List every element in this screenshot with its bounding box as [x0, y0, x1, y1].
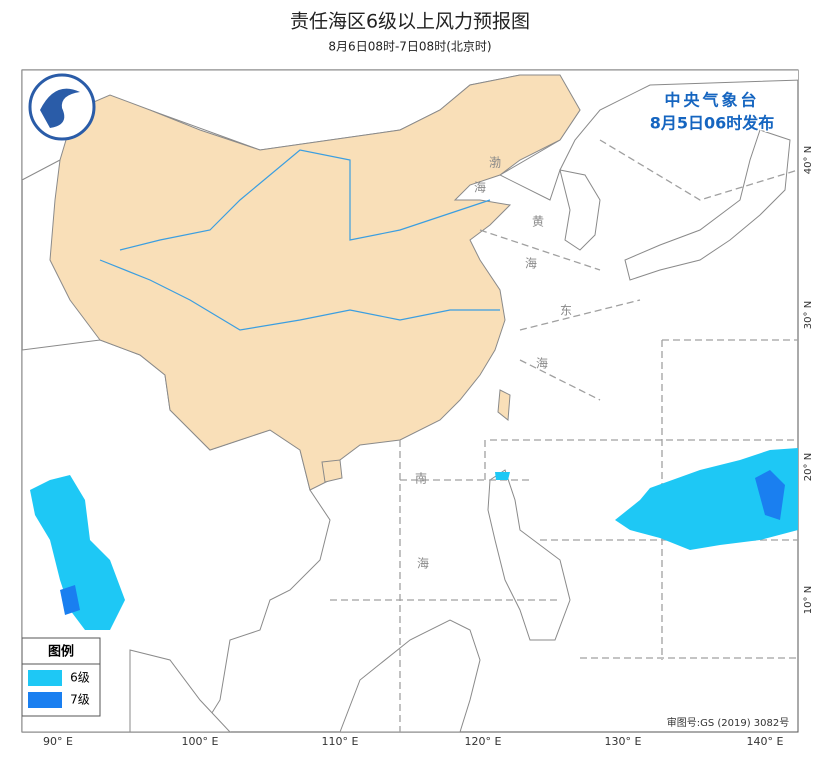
longitude-label: 110° E [322, 735, 359, 748]
sea-label: 东 [560, 304, 572, 318]
wind-area-7 [755, 470, 785, 520]
logo-swirl [40, 88, 80, 128]
taiwan [497, 389, 511, 421]
sea-label: 海 [417, 556, 429, 571]
longitude-label: 140° E [747, 735, 784, 748]
sea-label: 海 [474, 180, 486, 195]
issuer-name: 中央气象台 [664, 91, 759, 110]
wind-area-6-west [30, 475, 125, 630]
issuer-time: 8月5日06时发布 [650, 114, 775, 133]
legend-label: 6级 [70, 671, 90, 685]
legend-swatch [28, 692, 62, 708]
wind-area-7-west [60, 585, 80, 615]
yellow-river [119, 149, 491, 251]
sea-label: 南 [415, 471, 427, 486]
longitude-label: 100° E [182, 735, 219, 748]
logo [28, 73, 96, 141]
japan [624, 129, 791, 281]
korea [559, 169, 601, 251]
longitude-label: 120° E [465, 735, 502, 748]
latitude-label: 10° N [803, 586, 814, 614]
hainan [321, 459, 343, 483]
latitude-label: 40° N [803, 146, 814, 174]
malaysia [129, 649, 231, 732]
title: 责任海区6级以上风力预报图 [290, 11, 530, 33]
philippines [487, 469, 571, 641]
legend-title: 图例 [48, 644, 74, 660]
sea-label: 海 [536, 356, 548, 371]
latitude-label: 20° N [803, 453, 814, 481]
legend-label: 7级 [70, 693, 90, 707]
yangtze-river [99, 259, 500, 331]
longitude-label: 130° E [605, 735, 642, 748]
subtitle: 8月6日08时-7日08时(北京时) [328, 40, 491, 54]
borneo [339, 619, 481, 732]
longitude-label: 90° E [43, 735, 73, 748]
sea-label: 渤 [489, 156, 501, 170]
wind-area-6-small [495, 472, 510, 480]
sea-label: 海 [525, 256, 537, 271]
legend: 图例 6级 7级 [21, 637, 101, 717]
sea-label: 黄 [532, 215, 544, 229]
wind-area-6 [615, 448, 798, 550]
approval-number: 审图号:GS (2019) 3082号 [667, 716, 790, 729]
latitude-label: 30° N [803, 301, 814, 329]
china [49, 74, 581, 491]
legend-swatch [28, 670, 62, 686]
